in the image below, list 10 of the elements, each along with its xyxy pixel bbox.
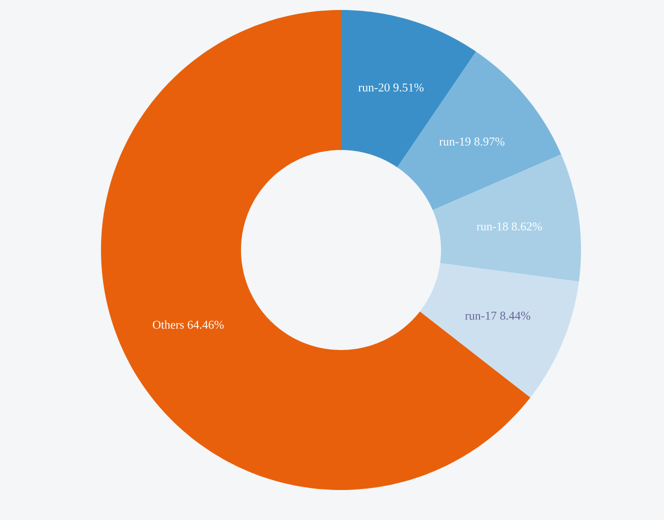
- slice-label: run-19: [439, 138, 470, 146]
- data-label: 8.62%: [512, 222, 542, 231]
- data-label: 9.51%: [393, 83, 424, 92]
- slice-label: run-20: [358, 83, 390, 92]
- data-label: 8.44%: [500, 312, 530, 320]
- slice-label: Others: [152, 320, 184, 329]
- data-label: 8.97%: [474, 138, 504, 146]
- slice-label: run-18: [476, 222, 508, 230]
- data-label: 64.46%: [188, 320, 224, 329]
- slice-label: run-17: [465, 312, 496, 320]
